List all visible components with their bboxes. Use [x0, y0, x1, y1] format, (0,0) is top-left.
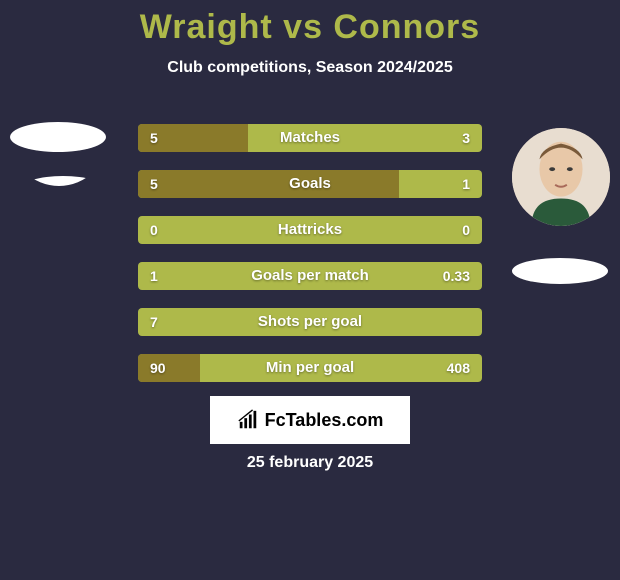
- stat-label: Shots per goal: [138, 308, 482, 336]
- player-right-avatar: [512, 128, 610, 226]
- placeholder-ellipse-icon: [10, 122, 106, 152]
- stat-row: 1 Goals per match 0.33: [138, 262, 482, 290]
- stat-row: 7 Shots per goal: [138, 308, 482, 336]
- stat-row: 90 Min per goal 408: [138, 354, 482, 382]
- comparison-bars: 5 Matches 3 5 Goals 1 0 Hattricks 0 1 Go…: [138, 124, 482, 400]
- bar-chart-icon: [237, 409, 259, 431]
- comparison-subtitle: Club competitions, Season 2024/2025: [0, 59, 620, 77]
- stat-right-value: 3: [462, 124, 470, 152]
- comparison-title: Wraight vs Connors: [0, 0, 620, 47]
- stat-right-value: 408: [447, 354, 470, 382]
- stat-label: Goals: [138, 170, 482, 198]
- person-icon: [512, 128, 610, 226]
- stat-label: Min per goal: [138, 354, 482, 382]
- brand-badge: FcTables.com: [210, 396, 410, 444]
- stat-right-value: 0: [462, 216, 470, 244]
- stat-label: Matches: [138, 124, 482, 152]
- stat-right-value: 1: [462, 170, 470, 198]
- stat-label: Hattricks: [138, 216, 482, 244]
- stat-label: Goals per match: [138, 262, 482, 290]
- placeholder-ellipse-icon: [20, 176, 106, 186]
- stat-row: 5 Goals 1: [138, 170, 482, 198]
- stat-right-value: 0.33: [443, 262, 470, 290]
- brand-text: FcTables.com: [265, 410, 384, 431]
- comparison-date: 25 february 2025: [0, 454, 620, 472]
- stat-row: 5 Matches 3: [138, 124, 482, 152]
- player-right-flag: [512, 258, 608, 284]
- player-left-avatar: [10, 88, 108, 186]
- stat-row: 0 Hattricks 0: [138, 216, 482, 244]
